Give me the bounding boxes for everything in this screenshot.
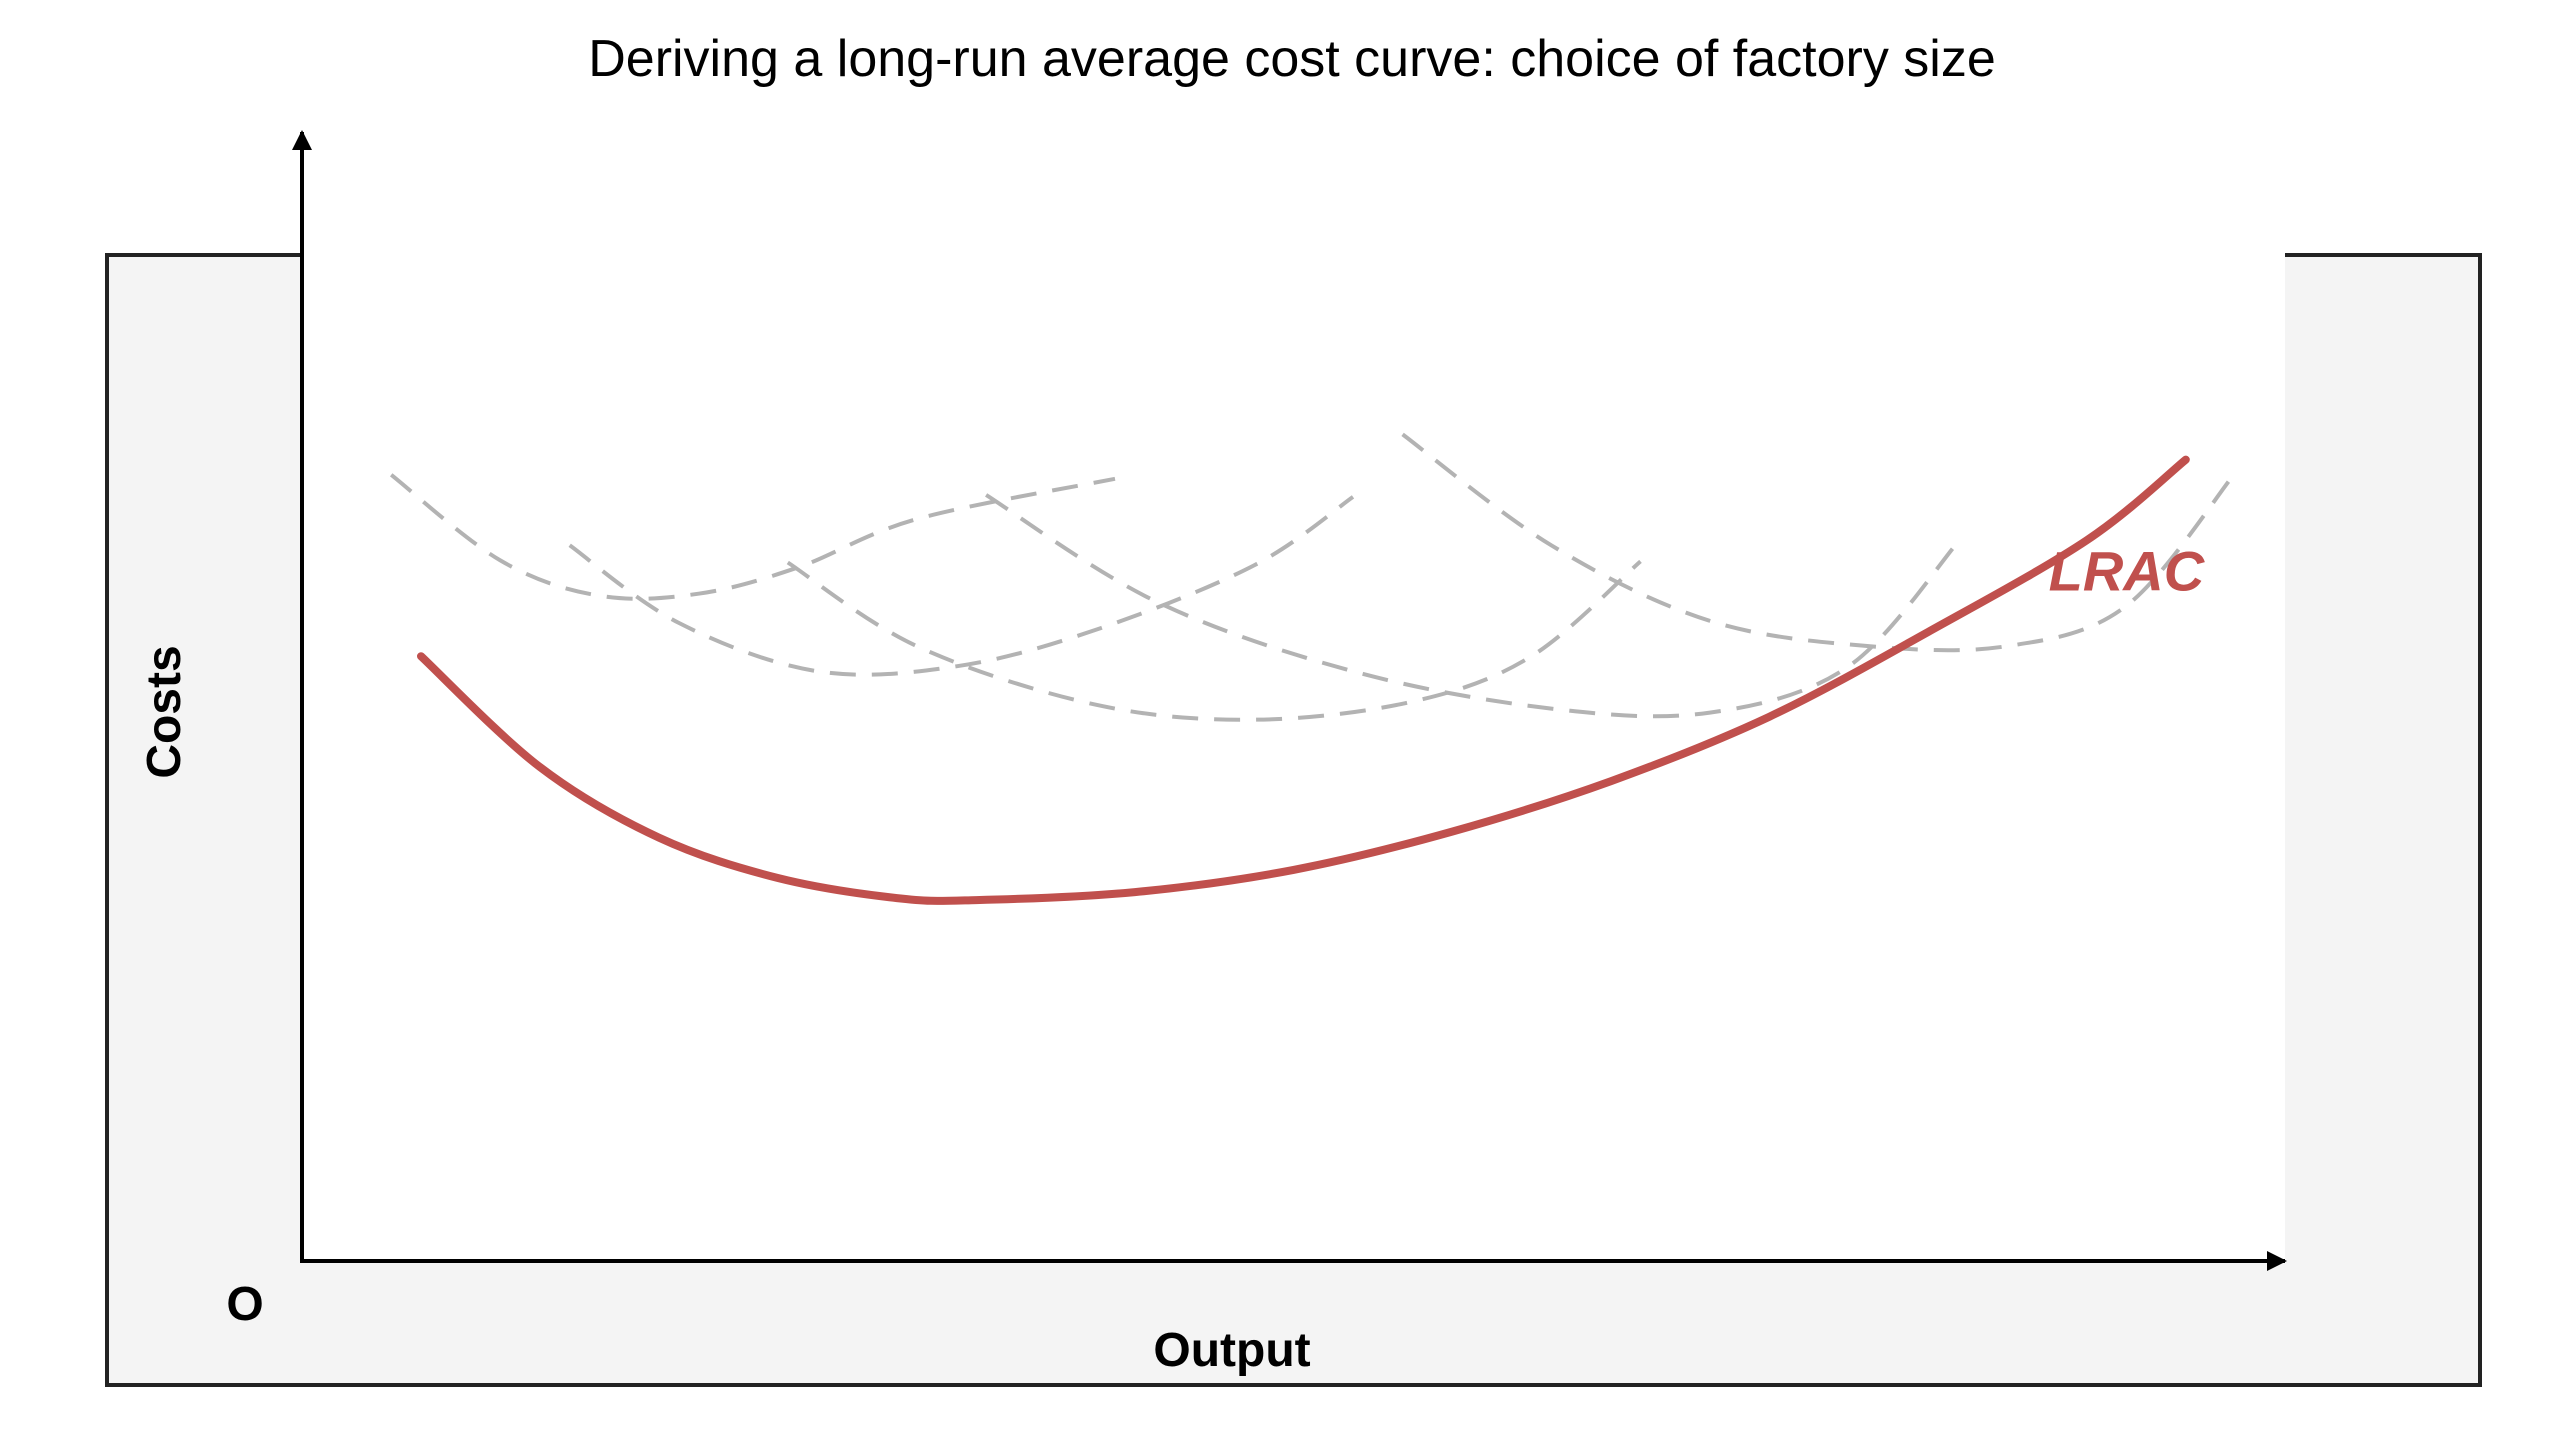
x-axis-label: Output [1153, 1324, 1310, 1377]
lrac-curve [417, 455, 2190, 905]
plot-area [302, 253, 2285, 1261]
chart-title: Deriving a long-run average cost curve: … [588, 30, 1996, 88]
series-layer [389, 432, 2237, 905]
srac-curve-1 [389, 473, 1116, 601]
y-axis-label: Costs [138, 645, 191, 778]
origin-label: O [226, 1278, 263, 1331]
lrac-label: LRAC [2049, 540, 2206, 603]
srac-curve-5 [1401, 432, 2237, 653]
srac-curve-2 [568, 495, 1355, 677]
